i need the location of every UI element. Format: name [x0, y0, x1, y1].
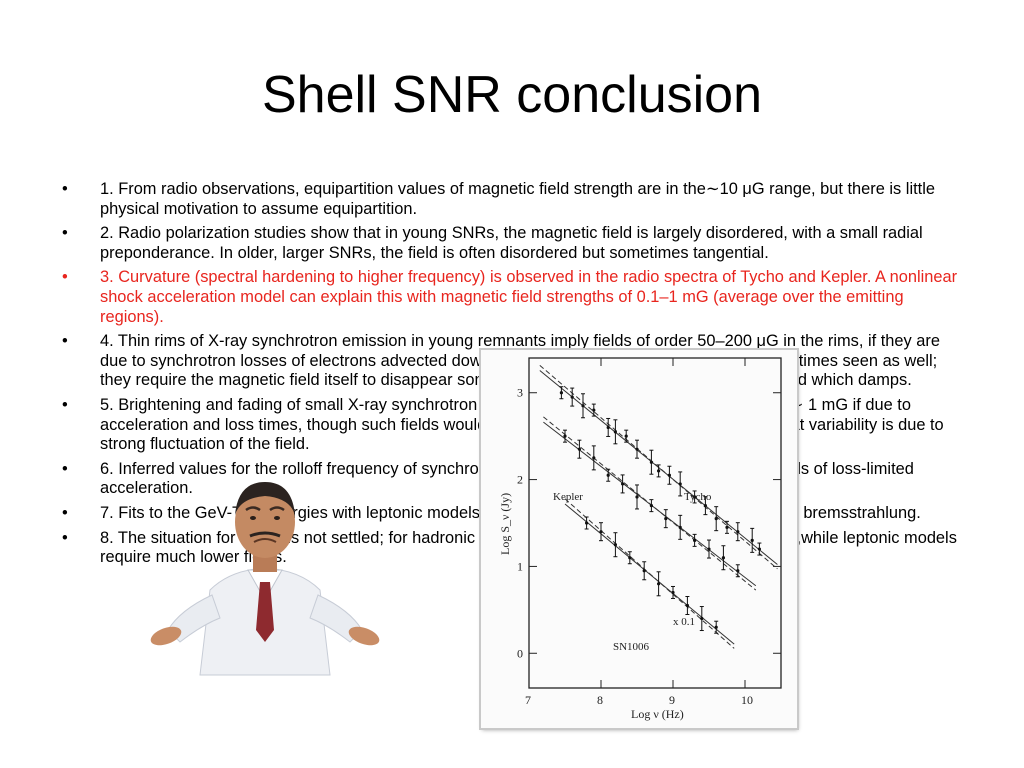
bullet-item-3: • 3. Curvature (spectral hardening to hig… [62, 268, 964, 327]
kepler-label: Kepler [553, 491, 583, 503]
data-point-sn1006 [628, 556, 632, 560]
tycho-label: Tycho [684, 491, 712, 503]
data-point-tycho [570, 395, 574, 399]
data-point-sn1006 [613, 543, 617, 547]
bullet-dot: • [62, 528, 68, 547]
slide-title: Shell SNR conclusion [261, 66, 763, 124]
data-point-tycho [624, 434, 628, 438]
data-point-kepler [693, 538, 697, 542]
data-point-sn1006 [585, 521, 589, 525]
bullet-dot: • [62, 395, 68, 414]
data-point-tycho [736, 530, 740, 534]
data-point-kepler [649, 504, 653, 508]
plot-frame [528, 357, 782, 689]
shrugging-scientist-image [150, 482, 380, 676]
x-tick-label: 7 [525, 693, 531, 707]
data-point-sn1006 [657, 582, 661, 586]
data-point-sn1006 [714, 625, 718, 629]
radio-spectra-figure: 7 8 9 10 0 1 2 3 Kepler Tycho x 0.1 SN1006 Log … [481, 350, 797, 728]
x-tick-label: 9 [669, 693, 675, 707]
data-point-sn1006 [642, 569, 646, 573]
bullet-item-2: • 2. Radio polarization studies show that… [62, 224, 964, 263]
data-point-tycho [757, 547, 761, 551]
data-point-kepler [563, 434, 567, 438]
data-point-kepler [635, 495, 639, 499]
data-point-kepler [577, 447, 581, 451]
data-point-kepler [721, 556, 725, 560]
data-point-kepler [606, 473, 610, 477]
bullet-dot: • [62, 224, 68, 243]
y-tick-label: 3 [517, 386, 523, 400]
bullet-dot: • [62, 268, 68, 287]
data-point-kepler [664, 517, 668, 521]
data-point-tycho [581, 404, 585, 408]
x-axis-label: Log ν (Hz) [631, 707, 684, 721]
data-point-kepler [678, 525, 682, 529]
bullet-item-1: • 1. From radio observations, equipartiti… [62, 180, 964, 219]
bullet-text: 1. From radio observations, equipartitio… [100, 180, 935, 218]
bullet-text: 3. Curvature (spectral hardening to high… [100, 268, 958, 326]
data-point-tycho [613, 430, 617, 434]
data-point-kepler [592, 456, 596, 460]
x-tick-label: 8 [597, 693, 603, 707]
sn1006-label: SN1006 [613, 641, 650, 653]
data-point-tycho [714, 517, 718, 521]
data-point-tycho [657, 469, 661, 473]
bullet-dot: • [62, 459, 68, 478]
data-point-tycho [693, 495, 697, 499]
data-point-tycho [592, 408, 596, 412]
x-tick-label: 10 [741, 693, 753, 707]
data-point-kepler [707, 547, 711, 551]
data-point-kepler [736, 569, 740, 573]
data-point-tycho [667, 473, 671, 477]
data-point-tycho [635, 447, 639, 451]
data-point-tycho [559, 391, 563, 395]
data-point-tycho [649, 460, 653, 464]
bullet-dot: • [62, 180, 68, 198]
data-point-tycho [606, 425, 610, 430]
data-point-tycho [678, 482, 682, 486]
fit-dashed-kepler [543, 416, 757, 591]
data-point-sn1006 [685, 603, 689, 608]
scale-label: x 0.1 [673, 616, 695, 628]
data-point-sn1006 [599, 530, 603, 534]
data-point-sn1006 [671, 590, 675, 595]
y-tick-label: 2 [517, 473, 523, 487]
data-point-tycho [725, 525, 729, 529]
data-point-tycho [750, 538, 754, 542]
bullet-text: 2. Radio polarization studies show that … [100, 224, 923, 262]
radio-spectra-chart: 7 8 9 10 0 1 2 3 Kepler Tycho x 0.1 SN1006 Log … [481, 350, 797, 728]
y-tick-label: 0 [517, 646, 523, 660]
data-point-kepler [621, 482, 625, 486]
fit-dashed-sn1006 [564, 498, 735, 649]
y-axis-label: Log S_ν (Jy) [498, 493, 512, 555]
bullet-dot: • [62, 503, 68, 522]
shrugging-scientist-illustration [140, 470, 390, 680]
y-tick-label: 1 [517, 559, 523, 573]
data-point-tycho [703, 504, 707, 508]
data-point-sn1006 [700, 616, 704, 621]
bullet-dot: • [62, 332, 68, 351]
